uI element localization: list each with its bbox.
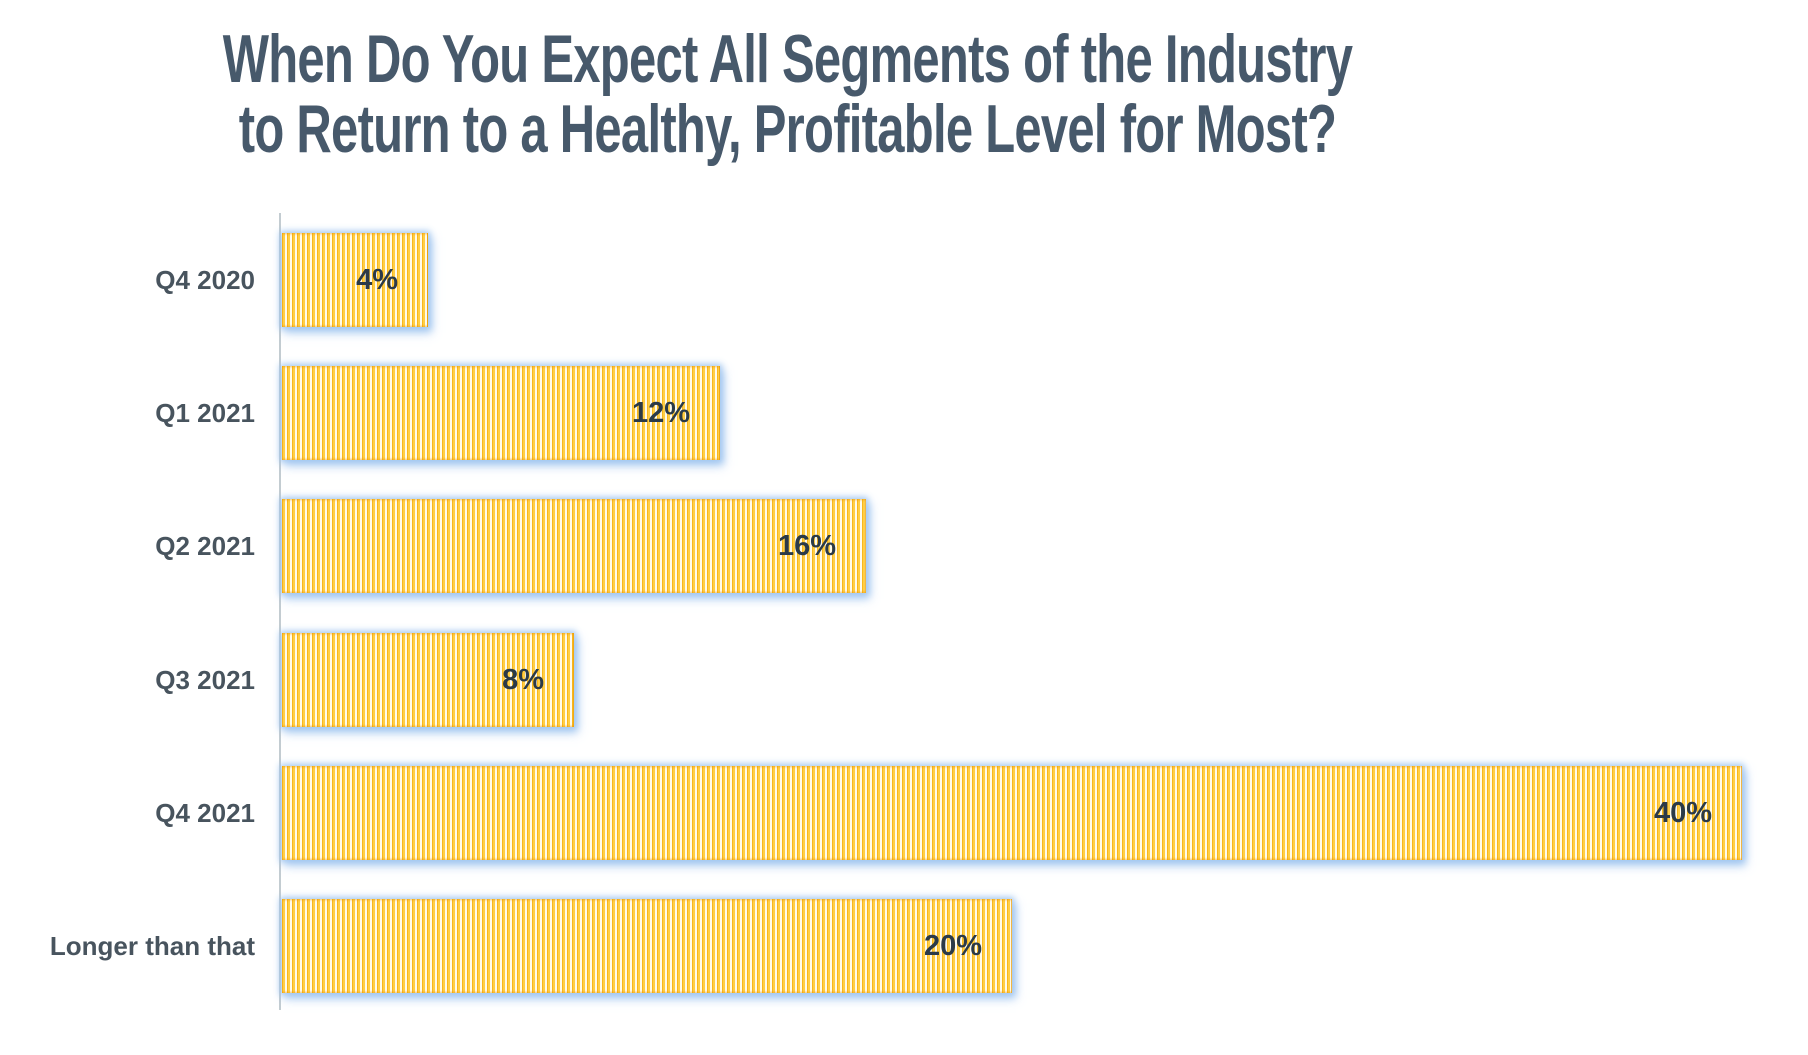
chart-row: Longer than that 20% [0,899,1808,993]
bar: 40% [282,765,1742,860]
bar-value-label: 12% [631,397,690,430]
chart-row: Q1 2021 12% [0,366,1808,461]
category-label: Q4 2020 [155,265,255,295]
category-label: Q3 2021 [155,664,255,695]
y-axis-line [279,213,281,1010]
bar: 4% [282,233,428,327]
bar: 20% [282,899,1012,993]
bar-value-label: 20% [923,930,982,962]
bar-value-label: 4% [356,264,398,296]
bar: 8% [282,632,574,727]
bar-value-label: 16% [777,530,836,563]
chart-title: When Do You Expect All Segments of the I… [221,24,1355,164]
bar: 12% [282,366,720,461]
chart-row: Q4 2021 40% [0,765,1808,860]
chart-title-line2: to Return to a Healthy, Profitable Level… [238,91,1337,167]
chart-row: Q3 2021 8% [0,632,1808,727]
category-label: Q4 2021 [155,797,255,828]
category-label: Longer than that [49,931,255,961]
chart-title-line1: When Do You Expect All Segments of the I… [222,21,1353,97]
chart-row: Q4 2020 4% [0,233,1808,327]
chart-row: Q2 2021 16% [0,499,1808,594]
bar-value-label: 40% [1653,796,1712,829]
bar-value-label: 8% [502,663,544,696]
bar: 16% [282,499,866,594]
category-label: Q2 2021 [155,531,255,562]
category-label: Q1 2021 [155,398,255,429]
